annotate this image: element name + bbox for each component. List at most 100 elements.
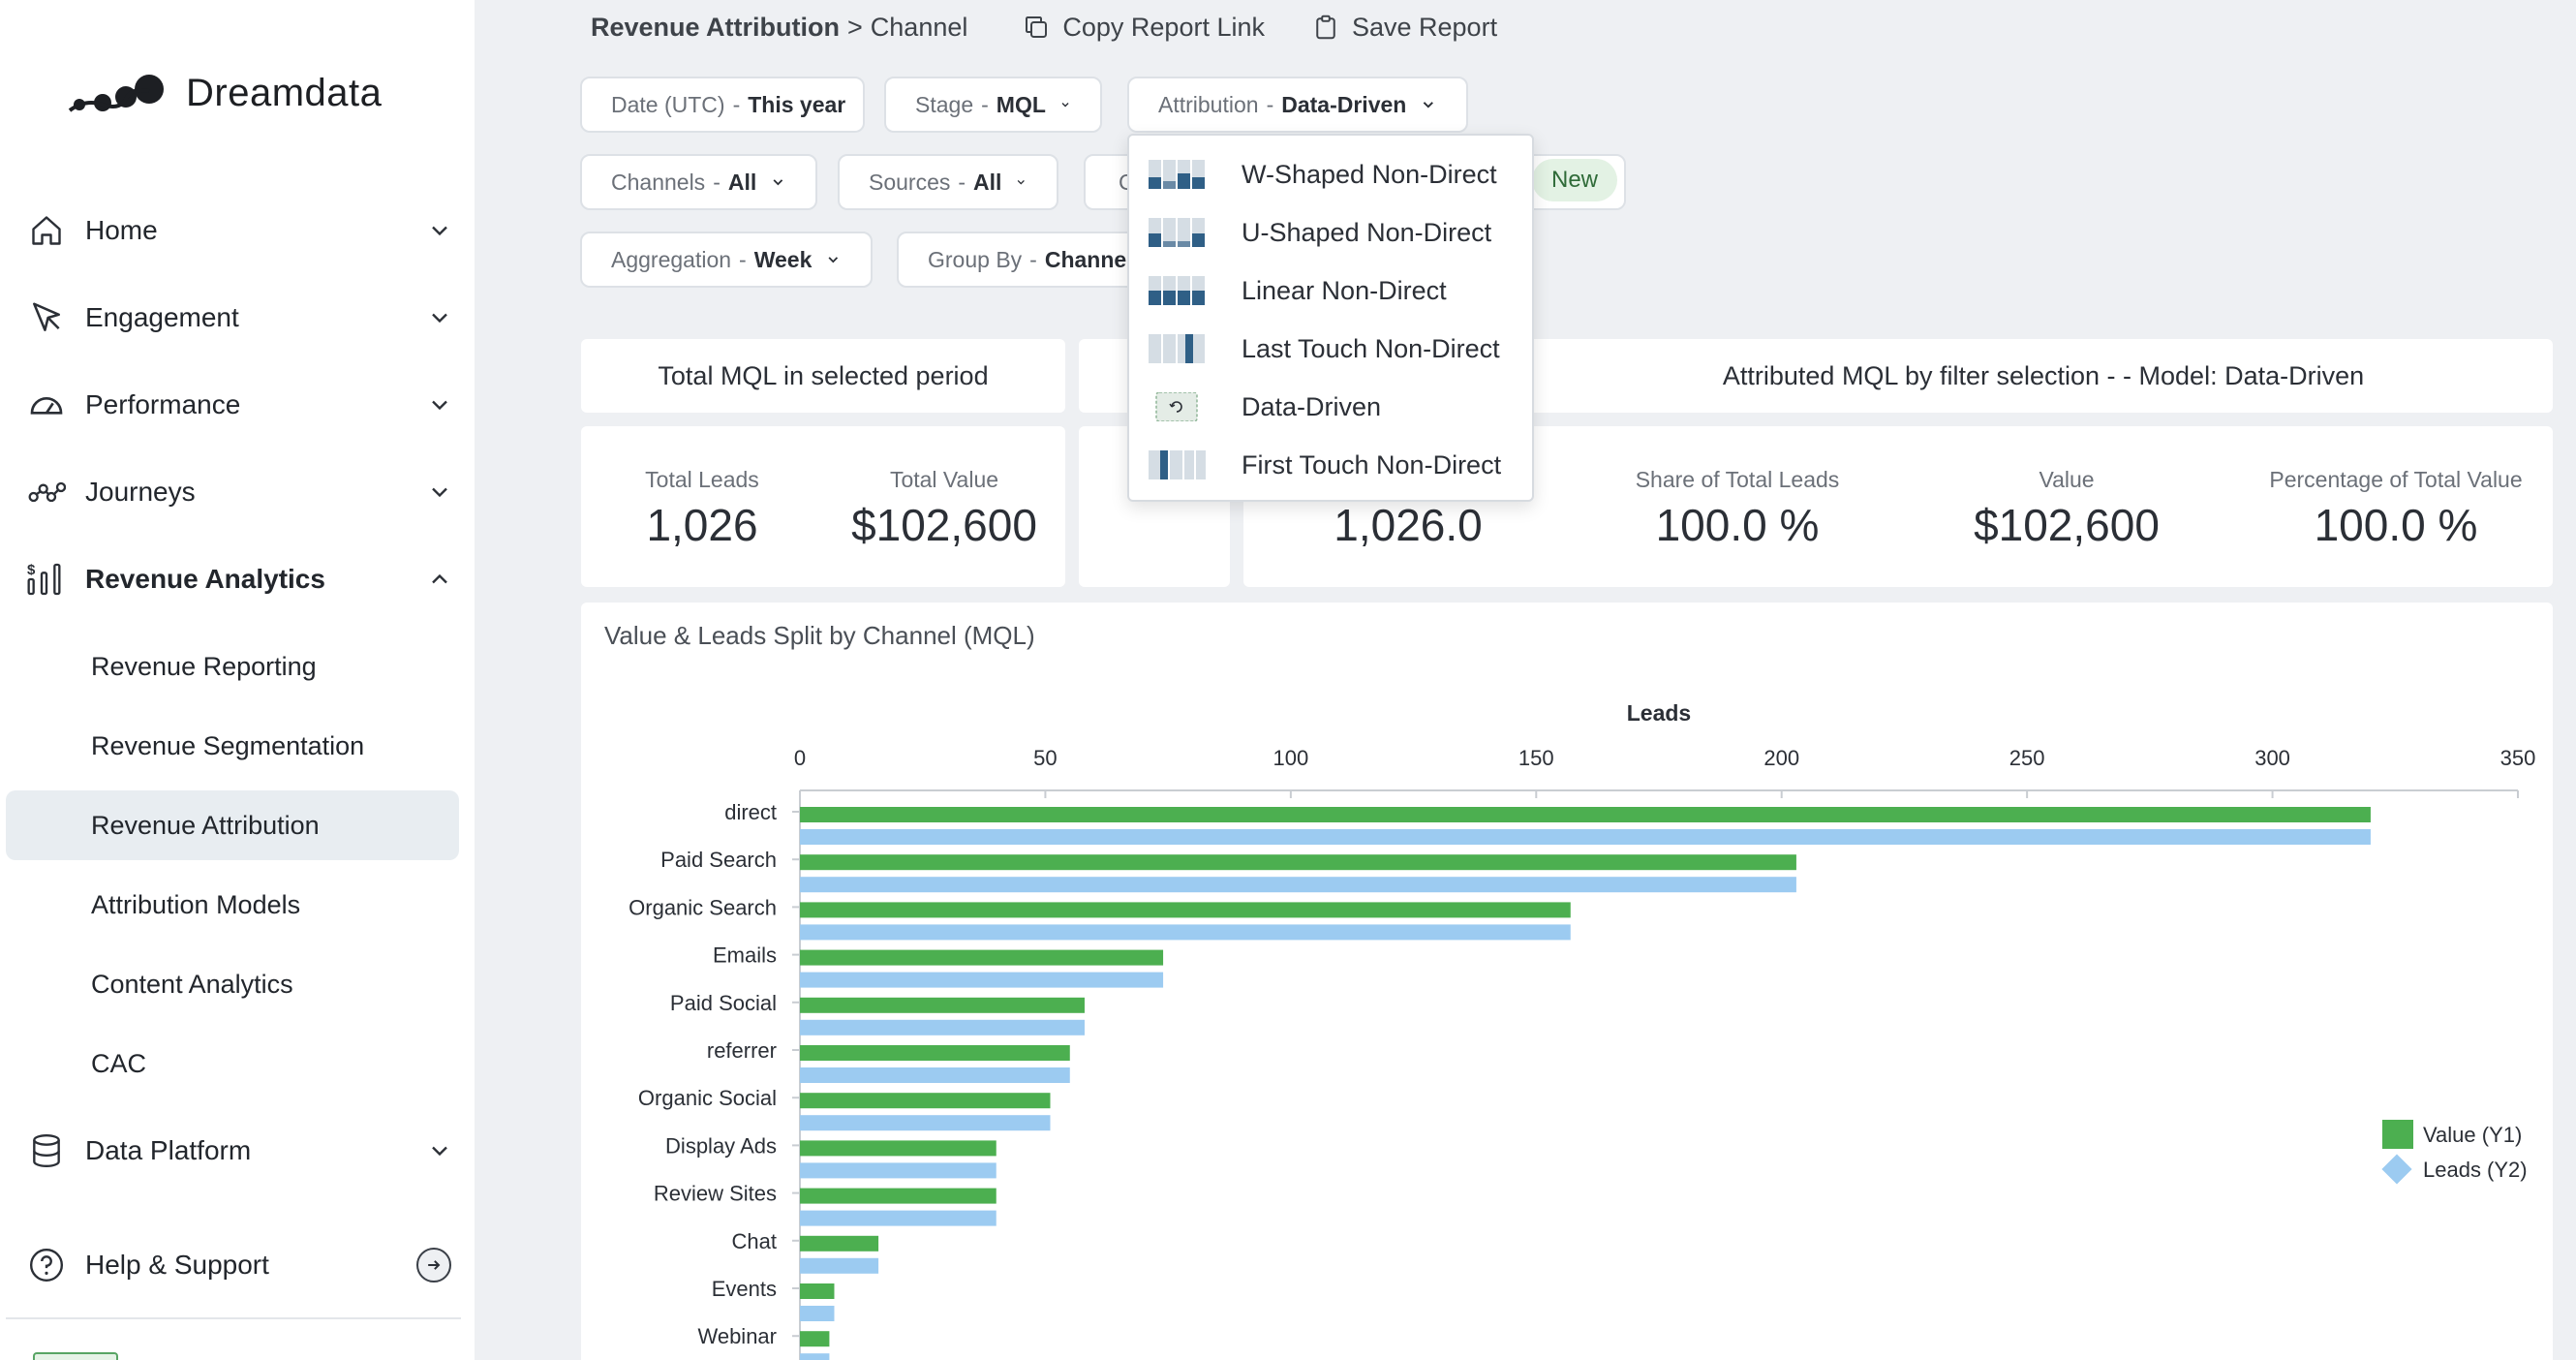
attributed-leads-value: 1,026.0	[1334, 500, 1483, 550]
x-tick-label: 50	[1033, 746, 1057, 770]
arrow-right-icon[interactable]	[416, 1248, 451, 1283]
attribution-option-last-touch[interactable]: Last Touch Non-Direct	[1149, 325, 1500, 373]
sources-filter[interactable]: Sources - All	[838, 154, 1058, 210]
save-report-button[interactable]: Save Report	[1311, 13, 1497, 43]
chevron-down-icon	[432, 487, 447, 498]
channels-filter[interactable]: Channels - All	[580, 154, 817, 210]
copy-icon	[1026, 16, 1048, 38]
speedometer-icon	[27, 386, 66, 424]
linear-model-icon	[1149, 276, 1205, 305]
attribution-option-u-shaped[interactable]: U-Shaped Non-Direct	[1149, 208, 1491, 257]
x-axis-title: Leads	[1627, 700, 1691, 726]
category-label: referrer	[707, 1038, 777, 1063]
breadcrumb-current: Channel	[870, 12, 968, 42]
help-icon	[27, 1246, 66, 1284]
summary-left-card: Total Leads 1,026 Total Value $102,600	[581, 426, 1065, 587]
value-metric: Value $102,600	[1950, 467, 2183, 551]
sidebar-item-label: Engagement	[85, 302, 239, 332]
legend-label: Leads (Y2)	[2423, 1158, 2528, 1182]
stage-filter[interactable]: Stage - MQL	[884, 77, 1102, 133]
bar-value	[800, 1093, 1051, 1109]
category-label: Emails	[713, 943, 777, 968]
pct-value-label: Percentage of Total Value	[2269, 467, 2523, 492]
sidebar-item-label: Performance	[85, 389, 241, 419]
sidebar-item-data-platform[interactable]: Data Platform	[27, 1122, 453, 1180]
journeys-icon	[27, 473, 66, 511]
data-driven-model-icon	[1155, 392, 1198, 421]
bar-leads	[800, 1210, 997, 1226]
attribution-option-data-driven[interactable]: Data-Driven	[1149, 383, 1381, 431]
summary-left-header: Total MQL in selected period	[581, 339, 1065, 413]
filter-label: Aggregation	[611, 246, 732, 272]
sidebar-item-journeys[interactable]: Journeys	[27, 463, 453, 521]
total-value-label: Total Value	[889, 467, 999, 492]
bar-leads	[800, 1353, 830, 1360]
sidebar-item-engagement[interactable]: Engagement	[27, 289, 453, 347]
share-metric: Share of Total Leads 100.0 %	[1602, 467, 1873, 551]
bar-leads	[800, 972, 1164, 988]
bar-value	[800, 997, 1085, 1013]
x-tick-label: 0	[794, 746, 806, 770]
account-card[interactable]	[33, 1352, 118, 1360]
pct-value-metric: Percentage of Total Value 100.0 %	[2251, 467, 2541, 551]
attribution-filter[interactable]: Attribution - Data-Driven	[1127, 77, 1468, 133]
value-value: $102,600	[1974, 500, 2160, 550]
sidebar-subitem-content-analytics[interactable]: Content Analytics	[91, 969, 293, 999]
sidebar-item-performance[interactable]: Performance	[27, 376, 453, 434]
attribution-option-w-shaped[interactable]: W-Shaped Non-Direct	[1149, 150, 1497, 199]
share-label: Share of Total Leads	[1635, 467, 1840, 492]
copy-report-link-button[interactable]: Copy Report Link	[1022, 13, 1265, 43]
x-tick-label: 350	[2500, 746, 2536, 770]
category-label: Paid Search	[660, 848, 777, 872]
bar-chart: Leads 0 50 100 150 200 250 300 350 direct Paid Sea…	[629, 700, 2536, 1360]
chevron-down-icon	[432, 313, 447, 324]
chevron-down-icon	[432, 400, 447, 411]
sidebar-item-help[interactable]: Help & Support	[27, 1236, 453, 1294]
category-label: Chat	[732, 1229, 777, 1253]
option-label: First Touch Non-Direct	[1242, 449, 1502, 479]
attribution-option-linear[interactable]: Linear Non-Direct	[1149, 266, 1447, 315]
x-tick-label: 100	[1273, 746, 1308, 770]
bar-value	[800, 1283, 835, 1299]
chevron-down-icon	[1061, 103, 1069, 108]
breadcrumb-parent[interactable]: Revenue Attribution	[591, 12, 841, 42]
sidebar-subitem-attribution-models[interactable]: Attribution Models	[91, 889, 301, 919]
attribution-option-first-touch[interactable]: First Touch Non-Direct	[1149, 441, 1501, 489]
bar-value	[800, 949, 1164, 966]
sidebar-subitem-revenue-reporting[interactable]: Revenue Reporting	[91, 651, 317, 681]
attribution-dropdown-menu: W-Shaped Non-Direct U-Shaped Non-Direct …	[1127, 134, 1534, 502]
filter-label: Stage	[915, 91, 974, 117]
x-tick-label: 250	[2009, 746, 2045, 770]
category-label: Organic Social	[638, 1086, 777, 1110]
app-name: Dreamdata	[186, 71, 383, 114]
sidebar: Dreamdata Home Engagement Performance Jo…	[0, 0, 475, 1360]
legend-swatch-value	[2382, 1120, 2413, 1149]
date-filter[interactable]: Date (UTC) - This year	[580, 77, 865, 133]
sidebar-subitem-revenue-segmentation[interactable]: Revenue Segmentation	[91, 730, 365, 760]
filter-label: Attribution	[1158, 91, 1259, 117]
category-label: Review Sites	[654, 1182, 777, 1206]
category-label: Organic Search	[629, 895, 777, 919]
sidebar-item-revenue-analytics[interactable]: $ Revenue Analytics	[27, 550, 453, 608]
summary-right-card: 1,026.0 Share of Total Leads 100.0 % Val…	[1243, 426, 2553, 587]
sidebar-subitem-revenue-attribution[interactable]: Revenue Attribution	[6, 790, 459, 860]
share-value: 100.0 %	[1655, 500, 1820, 550]
option-label: Linear Non-Direct	[1242, 275, 1447, 305]
option-label: W-Shaped Non-Direct	[1242, 159, 1497, 189]
bar-leads	[800, 829, 2371, 845]
bar-value	[800, 854, 1796, 871]
filter-value: Data-Driven	[1281, 91, 1407, 117]
logo[interactable]: Dreamdata	[66, 64, 382, 122]
sidebar-subitem-cac[interactable]: CAC	[91, 1048, 147, 1078]
filter-value: MQL	[996, 91, 1046, 117]
category-label: Webinar	[697, 1324, 777, 1348]
sidebar-item-home[interactable]: Home	[27, 201, 453, 260]
aggregation-filter[interactable]: Aggregation - Week	[580, 232, 873, 288]
bar-value	[800, 1140, 997, 1157]
option-label: U-Shaped Non-Direct	[1242, 217, 1492, 247]
bar-leads	[800, 1162, 997, 1179]
legend-swatch-leads	[2381, 1154, 2412, 1185]
x-tick-label: 150	[1518, 746, 1554, 770]
filter-value: This year	[748, 91, 846, 117]
sidebar-item-label: Help & Support	[85, 1250, 269, 1280]
